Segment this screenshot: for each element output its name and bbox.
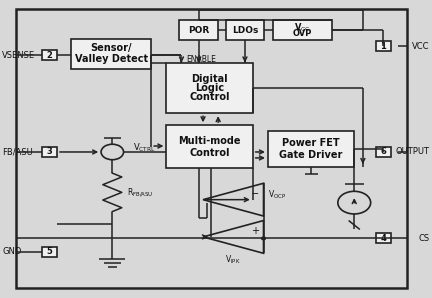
Text: VCC: VCC — [412, 42, 430, 51]
Bar — [166, 63, 253, 113]
Text: V$_{\rm IPK}$: V$_{\rm IPK}$ — [226, 253, 241, 266]
Text: OVP: OVP — [293, 29, 312, 38]
Bar — [166, 125, 253, 168]
Text: OUTPUT: OUTPUT — [396, 148, 430, 156]
Text: 3: 3 — [47, 148, 53, 156]
Bar — [179, 20, 218, 40]
Bar — [226, 20, 264, 40]
Text: Valley Detect: Valley Detect — [75, 54, 148, 64]
Bar — [42, 50, 57, 60]
Text: 4: 4 — [380, 234, 386, 243]
Text: +: + — [251, 226, 259, 236]
Circle shape — [262, 237, 265, 240]
Bar — [376, 147, 391, 157]
Text: CS: CS — [419, 234, 430, 243]
Text: Control: Control — [189, 92, 230, 102]
Text: Digital: Digital — [191, 74, 228, 84]
Text: Power FET: Power FET — [282, 138, 340, 148]
Bar — [71, 39, 151, 69]
Text: V$_{\rm CTRL}$: V$_{\rm CTRL}$ — [133, 142, 156, 154]
Text: LDOs: LDOs — [232, 26, 258, 35]
Text: 2: 2 — [47, 51, 53, 60]
Text: ENABLE: ENABLE — [186, 55, 216, 64]
Text: Control: Control — [189, 148, 230, 158]
Text: 5: 5 — [47, 247, 53, 256]
Bar — [268, 131, 354, 167]
Text: FB/ASU: FB/ASU — [2, 148, 33, 156]
Bar — [376, 41, 391, 51]
Text: 6: 6 — [380, 148, 386, 156]
Text: VSENSE: VSENSE — [2, 51, 35, 60]
Bar — [42, 147, 57, 157]
Text: POR: POR — [188, 26, 210, 35]
Text: V$_{\rm OCP}$: V$_{\rm OCP}$ — [268, 189, 286, 201]
Bar — [273, 20, 332, 40]
Text: V$_{\rm CC}$: V$_{\rm CC}$ — [294, 21, 311, 34]
Circle shape — [262, 237, 265, 240]
Text: GND: GND — [2, 247, 22, 256]
Text: −: − — [251, 189, 259, 199]
Text: 1: 1 — [380, 42, 386, 51]
Text: Sensor/: Sensor/ — [90, 43, 132, 53]
Text: R$_{\rm FB/ASU}$: R$_{\rm FB/ASU}$ — [127, 186, 154, 199]
Text: Gate Driver: Gate Driver — [280, 150, 343, 160]
Bar — [42, 247, 57, 257]
Bar — [376, 233, 391, 243]
Text: Logic: Logic — [195, 83, 224, 93]
Text: Multi-mode: Multi-mode — [178, 136, 241, 146]
